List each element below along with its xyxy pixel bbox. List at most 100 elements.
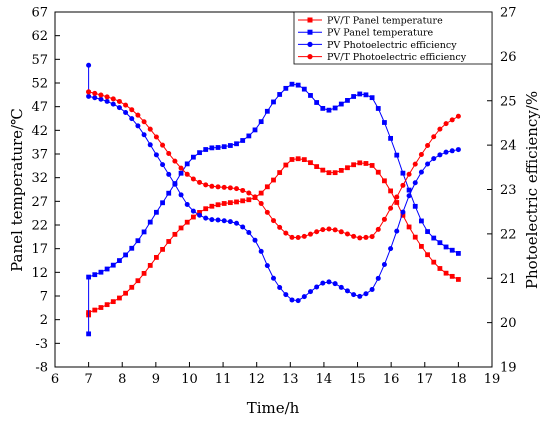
data-point [289, 234, 295, 240]
data-point [215, 202, 221, 208]
data-point [277, 92, 283, 97]
data-point [98, 96, 104, 102]
data-point [394, 228, 400, 234]
data-point [209, 217, 215, 223]
data-point [98, 305, 104, 310]
data-point [455, 251, 461, 256]
data-point [147, 219, 153, 225]
data-point [289, 81, 295, 87]
data-point [308, 160, 313, 166]
data-point [184, 171, 190, 177]
data-point [351, 292, 357, 298]
legend-marker [307, 41, 313, 48]
x-tick-label: 19 [484, 372, 501, 387]
data-point [344, 288, 350, 294]
left-y-tick-label: 2 [40, 313, 48, 328]
left-y-tick-label: 17 [31, 242, 48, 257]
data-point [104, 94, 110, 100]
plot-frame [54, 11, 493, 368]
data-point [283, 85, 289, 91]
data-point [246, 133, 252, 139]
data-point [178, 192, 184, 198]
left-y-tick-label: -8 [35, 361, 48, 376]
data-point [394, 200, 400, 205]
data-point [197, 150, 202, 156]
data-point [264, 209, 270, 215]
data-point [215, 145, 221, 150]
legend-item: PV/T Photoelectric efficiency [298, 52, 467, 63]
data-point [98, 269, 104, 275]
legend-box [293, 11, 493, 65]
data-point [135, 278, 141, 284]
data-point [141, 270, 147, 276]
data-point [388, 246, 394, 252]
data-point [277, 224, 283, 230]
data-point [215, 184, 221, 190]
data-point [190, 154, 196, 160]
data-point [197, 212, 203, 218]
data-point [295, 156, 301, 162]
data-point [227, 143, 233, 148]
data-point [314, 164, 320, 169]
data-point [357, 91, 363, 97]
data-point [277, 170, 283, 175]
data-point [314, 100, 320, 105]
legend-item: PV/T Panel temperature [298, 16, 443, 27]
data-point [394, 152, 400, 158]
data-point [345, 165, 350, 171]
data-point [307, 289, 313, 295]
x-tick-label: 18 [450, 372, 467, 387]
data-point [283, 230, 289, 236]
x-tick-label: 12 [248, 372, 265, 387]
legend-label: PV Photoelectric efficiency [327, 40, 457, 51]
data-point [264, 263, 270, 269]
data-point [252, 194, 258, 200]
data-point [129, 245, 135, 251]
data-point [184, 219, 190, 225]
data-point [455, 147, 461, 153]
series-pv-t-photoelectric-efficiency [86, 89, 461, 241]
data-point [437, 126, 443, 132]
data-point [129, 107, 135, 113]
data-point [221, 201, 227, 206]
data-point [307, 231, 313, 237]
x-tick-label: 16 [383, 372, 400, 387]
data-point [369, 95, 375, 101]
data-point [351, 94, 357, 99]
right-y-tick-label: 21 [500, 272, 517, 287]
data-point [178, 225, 184, 231]
data-point [117, 258, 122, 263]
left-y-tick-label: 22 [31, 219, 48, 234]
data-point [295, 298, 301, 304]
data-point [166, 239, 172, 244]
data-point [431, 259, 437, 265]
data-point [283, 162, 289, 168]
data-point [412, 180, 418, 186]
left-y-tick-label: 52 [31, 77, 48, 92]
data-point [283, 292, 289, 298]
data-point [190, 214, 196, 220]
data-point [86, 93, 92, 99]
data-point [203, 182, 209, 188]
data-point [123, 290, 128, 296]
data-point [234, 186, 240, 192]
data-point [449, 117, 455, 123]
series-pv-t-panel-temperature [86, 156, 461, 318]
series-pv-photoelectric-efficiency [86, 62, 461, 304]
data-point [116, 105, 122, 111]
data-point [123, 252, 128, 258]
data-point [141, 119, 147, 125]
data-point [344, 231, 350, 237]
data-point [92, 90, 98, 96]
data-point [425, 229, 430, 234]
data-point [375, 275, 381, 281]
data-point [301, 233, 307, 239]
data-point [437, 240, 443, 246]
data-point [357, 160, 363, 166]
data-point [301, 86, 307, 92]
data-point [135, 112, 141, 118]
left-y-tick-label: 27 [31, 195, 48, 210]
data-point [431, 134, 437, 140]
